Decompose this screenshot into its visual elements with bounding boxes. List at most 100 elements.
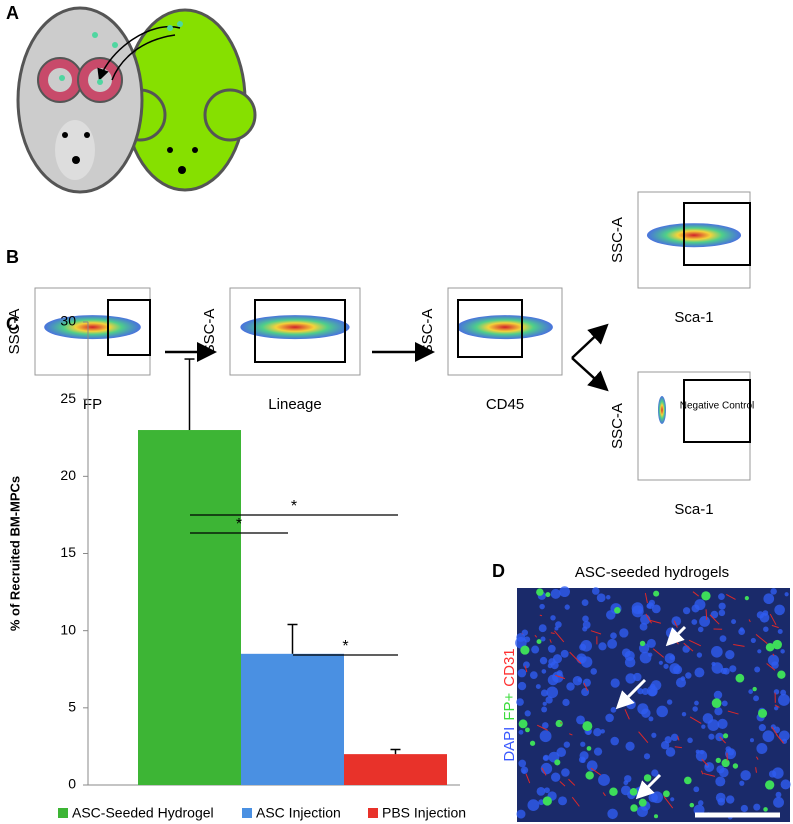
vessel <box>677 736 680 741</box>
significance-star: * <box>291 498 297 515</box>
cell <box>695 750 708 762</box>
cell <box>556 747 567 758</box>
cell <box>629 788 638 796</box>
cell <box>682 607 691 615</box>
cell <box>531 645 540 654</box>
vessel <box>539 614 543 617</box>
cell <box>525 727 530 733</box>
cell <box>658 660 663 665</box>
cell <box>598 642 607 651</box>
cell <box>625 673 636 684</box>
axis-label: SSC-A <box>201 309 218 355</box>
cell <box>651 791 663 804</box>
vessel <box>650 619 661 624</box>
cell <box>754 666 761 673</box>
cell <box>517 668 527 678</box>
vessel <box>705 609 708 620</box>
cell <box>624 656 636 668</box>
cell <box>561 768 570 777</box>
y-tick-label: 5 <box>68 699 76 715</box>
stain-label: DAPI <box>501 727 518 762</box>
cell <box>643 774 652 782</box>
cell <box>701 591 711 601</box>
vessel <box>550 632 555 635</box>
cell <box>607 808 618 820</box>
cell <box>639 622 648 631</box>
vessel <box>748 619 751 623</box>
cell <box>687 737 693 744</box>
cell <box>719 635 727 642</box>
cell <box>653 590 660 597</box>
vessel <box>689 716 702 724</box>
cell <box>715 792 726 803</box>
y-axis-label: % of Recruited BM-MPCs <box>7 476 22 631</box>
cell <box>696 652 703 658</box>
cell <box>731 619 737 625</box>
vessel <box>755 756 759 760</box>
vessel <box>688 639 702 647</box>
density <box>646 223 742 248</box>
cell <box>739 780 745 786</box>
cell <box>541 669 547 674</box>
cell <box>586 746 592 751</box>
cell <box>758 708 768 718</box>
cell <box>639 640 646 647</box>
cell <box>577 677 582 683</box>
cell <box>582 678 591 687</box>
vessel <box>644 592 648 604</box>
cell <box>735 673 745 683</box>
gate <box>254 299 346 363</box>
cell <box>590 668 598 675</box>
legend-label: PBS Injection <box>382 805 466 821</box>
axis-label: Sca-1 <box>674 309 713 326</box>
panel-label: A <box>6 3 19 23</box>
cell <box>671 616 682 626</box>
cell <box>765 780 775 790</box>
y-tick-label: 0 <box>68 776 76 792</box>
cell <box>554 759 561 766</box>
vessel <box>569 733 573 736</box>
cell <box>708 733 715 740</box>
cell <box>610 736 620 746</box>
cell <box>562 698 570 707</box>
cell <box>540 636 546 642</box>
density <box>44 315 141 340</box>
cell <box>579 751 589 761</box>
cell <box>777 670 786 679</box>
cell <box>752 686 757 692</box>
vessel <box>755 767 757 773</box>
cell <box>759 612 770 623</box>
cell <box>582 621 591 629</box>
cell <box>694 700 699 706</box>
cell <box>775 791 782 798</box>
cell <box>697 626 704 633</box>
bar-chart: 0 5 10 15 20 25 30 % of Recruited BM-MPCs ASC-Se… <box>7 313 466 821</box>
cell <box>711 645 723 658</box>
gate <box>107 299 151 356</box>
legend-label: ASC Injection <box>256 805 341 821</box>
vessel <box>541 767 547 776</box>
cell <box>721 759 730 768</box>
cell <box>697 800 704 806</box>
axis-label: FP <box>83 396 102 413</box>
y-tick-label: 20 <box>60 467 76 483</box>
cell <box>560 649 569 658</box>
cell <box>582 721 593 732</box>
vessel <box>590 630 602 635</box>
cell <box>544 787 550 794</box>
vessel <box>555 674 566 680</box>
cell <box>691 619 698 625</box>
axis-label: SSC-A <box>609 217 626 263</box>
cell <box>593 747 603 756</box>
cell <box>624 775 632 783</box>
cell <box>784 592 789 597</box>
vessel <box>674 746 682 749</box>
vessel <box>638 731 649 744</box>
cell <box>694 599 706 611</box>
cell <box>541 722 549 729</box>
stain-label: CD31 <box>501 648 518 686</box>
cell <box>600 729 605 734</box>
vessel <box>771 624 779 629</box>
cell <box>748 689 754 694</box>
significance-star: * <box>342 638 348 655</box>
